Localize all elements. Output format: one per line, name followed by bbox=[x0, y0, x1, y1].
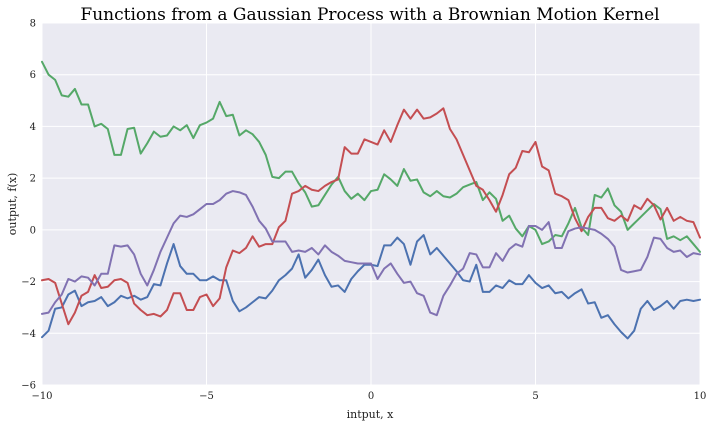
y-tick-label: 8 bbox=[30, 19, 36, 30]
y-axis-label: output, f(x) bbox=[6, 173, 19, 236]
x-tick-label: 5 bbox=[532, 391, 538, 402]
series-line-3 bbox=[41, 107, 701, 326]
series-lines bbox=[41, 60, 701, 340]
x-axis-label: intput, x bbox=[347, 408, 395, 421]
series-line-4 bbox=[41, 190, 701, 317]
chart-title: Functions from a Gaussian Process with a… bbox=[80, 5, 659, 25]
grid bbox=[41, 22, 701, 386]
x-tick-label: 10 bbox=[694, 391, 707, 402]
y-tick-label: −2 bbox=[21, 277, 36, 288]
series-line-2 bbox=[41, 60, 701, 253]
y-tick-label: 2 bbox=[30, 174, 36, 185]
x-tick-label: 0 bbox=[368, 391, 374, 402]
y-tick-label: 4 bbox=[30, 122, 36, 133]
tick-labels: −10 −5 0 5 10 −6 −4 −2 0 2 4 6 8 bbox=[21, 19, 706, 403]
y-tick-label: 6 bbox=[30, 70, 36, 81]
y-tick-label: −6 bbox=[21, 381, 36, 392]
x-tick-label: −10 bbox=[31, 391, 52, 402]
x-tick-label: −5 bbox=[199, 391, 214, 402]
y-tick-label: 0 bbox=[30, 225, 36, 236]
y-tick-label: −4 bbox=[21, 329, 36, 340]
